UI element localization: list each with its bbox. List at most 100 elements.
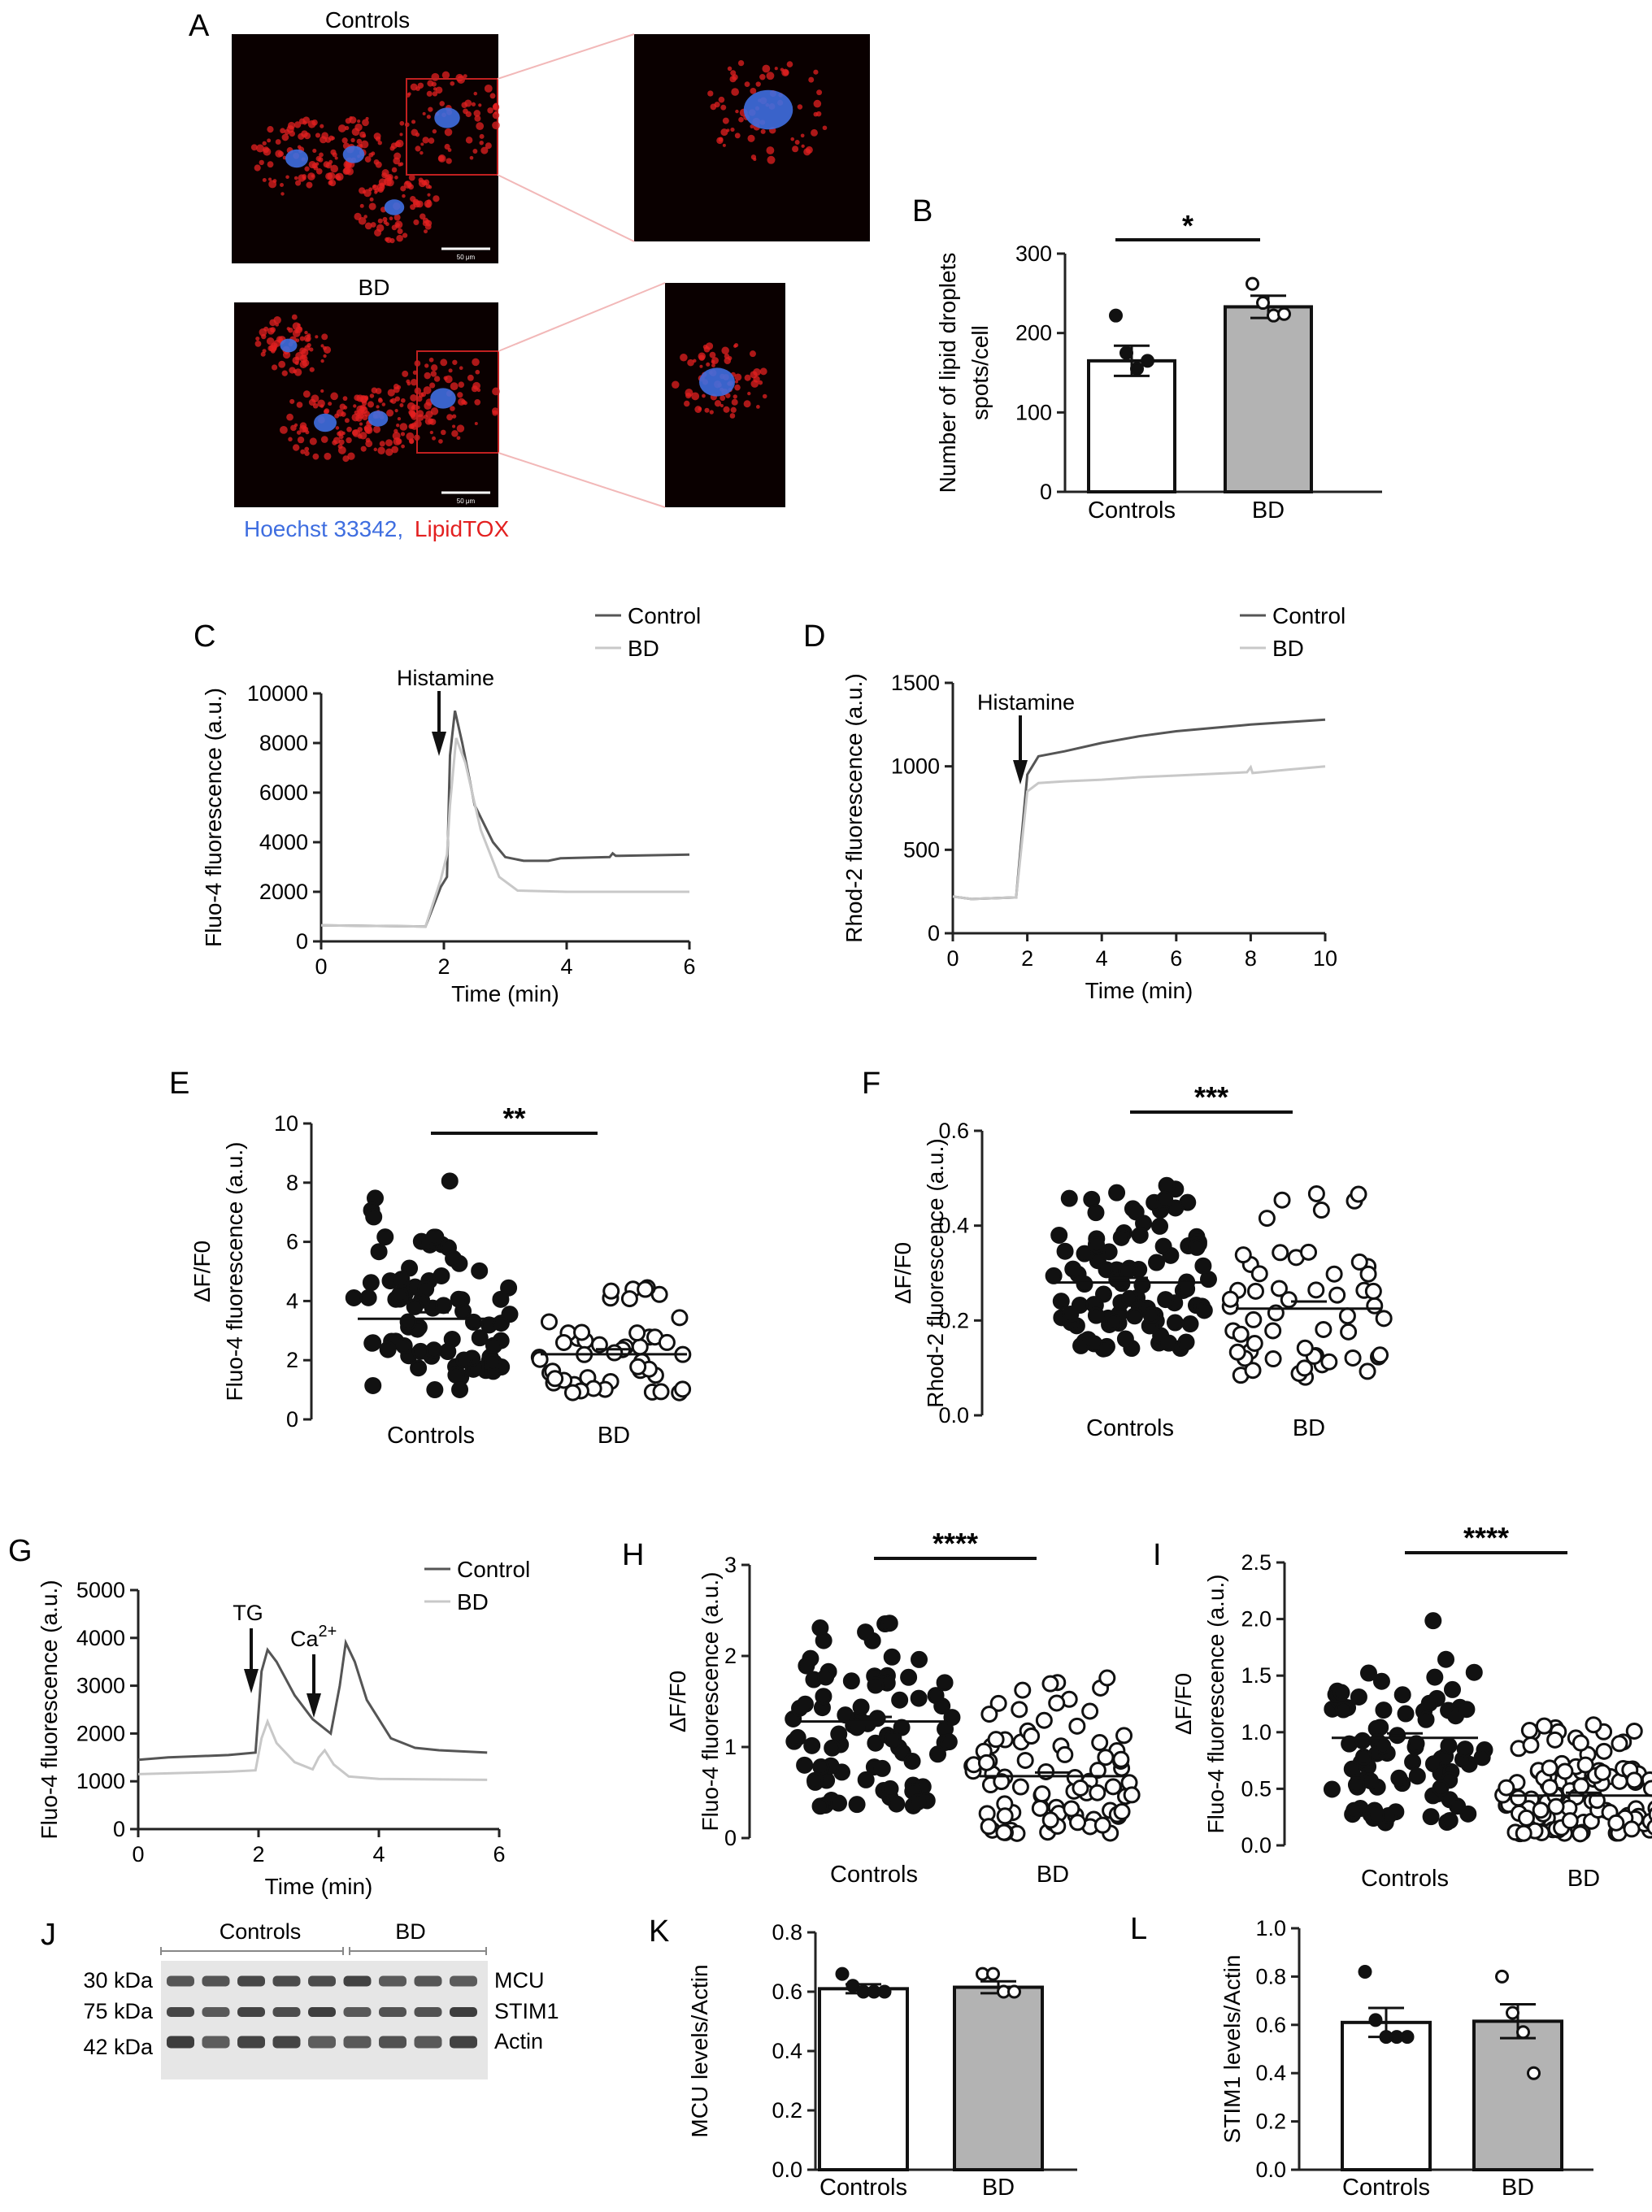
data-point <box>940 1733 958 1751</box>
data-point <box>1118 1262 1136 1280</box>
panel-letter-b: B <box>912 194 933 228</box>
data-point <box>1188 1238 1206 1256</box>
x-category-label: BD <box>1567 1866 1600 1892</box>
lipid-droplet <box>464 99 472 107</box>
data-point <box>1328 1286 1346 1304</box>
x-tick-label: 4 <box>372 1842 385 1867</box>
blot-band <box>379 1975 406 1987</box>
y-tick-label: 0 <box>928 921 940 945</box>
data-point <box>1071 1297 1089 1315</box>
lipid-droplet <box>720 128 728 137</box>
lipid-droplet <box>345 118 351 124</box>
lipid-droplet <box>254 341 262 347</box>
lipid-droplet <box>399 403 404 407</box>
lipid-droplet <box>396 385 402 390</box>
y-tick-label: 1.0 <box>1241 1720 1272 1745</box>
y-tick-label: 2 <box>286 1348 298 1372</box>
lipid-droplet <box>369 197 374 202</box>
data-point <box>1473 1749 1491 1767</box>
lipid-droplet <box>418 179 427 188</box>
lipid-droplet <box>263 147 272 156</box>
blot-band <box>237 2036 265 2049</box>
data-point <box>1323 1780 1341 1798</box>
lipid-droplet <box>391 167 398 173</box>
lipid-droplet <box>336 175 341 181</box>
data-point <box>900 1668 918 1686</box>
blot-band <box>202 1975 230 1987</box>
significance-marker: * <box>1182 209 1193 242</box>
data-point <box>1296 1339 1314 1357</box>
lipid-droplet <box>411 120 416 124</box>
data-point <box>1052 1293 1070 1310</box>
legend-label: Control <box>1272 603 1346 628</box>
lipid-droplet <box>349 116 357 124</box>
lipid-droplet <box>478 103 482 107</box>
data-point <box>554 1333 572 1351</box>
data-point <box>1031 1799 1049 1817</box>
data-point <box>395 1336 413 1354</box>
lipid-droplet <box>260 351 266 357</box>
data-point <box>531 1350 549 1368</box>
histamine-arrowhead-c <box>432 732 446 756</box>
lipid-droplet <box>286 327 290 331</box>
lipid-droplet <box>458 398 466 406</box>
lipid-droplet <box>767 155 776 164</box>
data-point <box>1179 1193 1197 1211</box>
data-point <box>1334 1701 1352 1719</box>
data-point <box>888 1795 906 1813</box>
micro-images: 50 μm 50 μm <box>232 33 870 508</box>
lipid-droplet <box>415 86 420 91</box>
data-point <box>393 1271 411 1289</box>
lipid-droplet <box>299 422 307 429</box>
data-point <box>1372 1346 1389 1364</box>
lipid-droplet <box>422 111 426 115</box>
lipid-droplet <box>386 179 394 187</box>
lipid-droplet <box>406 381 411 386</box>
data-point <box>1465 1663 1483 1681</box>
ca-label-base: Ca <box>290 1627 319 1651</box>
lipid-droplet <box>441 429 446 436</box>
lipid-droplet <box>422 137 429 144</box>
controls-image-title: Controls <box>325 7 410 33</box>
lipid-droplet <box>401 444 405 449</box>
lipid-droplet <box>385 448 393 456</box>
data-point <box>1646 1819 1652 1836</box>
data-point <box>1424 1755 1442 1773</box>
y-tick-label: 0 <box>1040 480 1052 504</box>
y-tick-label: 1500 <box>891 671 940 695</box>
blot-band <box>167 2036 194 2049</box>
lipid-droplet <box>263 326 269 332</box>
lipid-droplet <box>304 166 310 172</box>
panel-letter-l: L <box>1130 1912 1147 1946</box>
lipid-droplet <box>424 223 432 230</box>
y-tick-label: 0.6 <box>938 1119 969 1143</box>
data-point <box>936 1674 954 1692</box>
lipid-droplet <box>758 380 763 385</box>
data-point <box>1296 1359 1314 1377</box>
data-point <box>1148 1254 1166 1271</box>
lipid-droplet <box>387 389 395 397</box>
zoom-connector <box>497 174 635 242</box>
data-point <box>1280 1291 1298 1309</box>
y-tick-label: 8000 <box>259 731 308 755</box>
data-point <box>1087 1306 1105 1324</box>
data-point <box>883 1648 901 1666</box>
stain-legend: Hoechst 33342, LipidTOX <box>244 516 509 541</box>
lipid-droplet <box>354 212 362 220</box>
data-point <box>1258 1210 1276 1228</box>
data-point <box>1516 2025 1530 2040</box>
lipid-droplet <box>444 143 450 150</box>
lipid-droplet <box>755 81 761 87</box>
data-point <box>1625 1722 1643 1740</box>
data-point <box>391 1285 409 1303</box>
lipid-droplet <box>492 410 498 416</box>
data-point <box>837 1706 854 1724</box>
data-point <box>1177 1333 1195 1351</box>
lipid-droplet <box>344 418 350 424</box>
lipid-droplet <box>408 174 415 181</box>
data-point <box>1541 1759 1559 1777</box>
lipid-droplet <box>385 237 392 243</box>
lipid-droplet <box>328 159 333 164</box>
lipid-droplet <box>312 403 319 409</box>
legend-label: Control <box>628 603 701 628</box>
